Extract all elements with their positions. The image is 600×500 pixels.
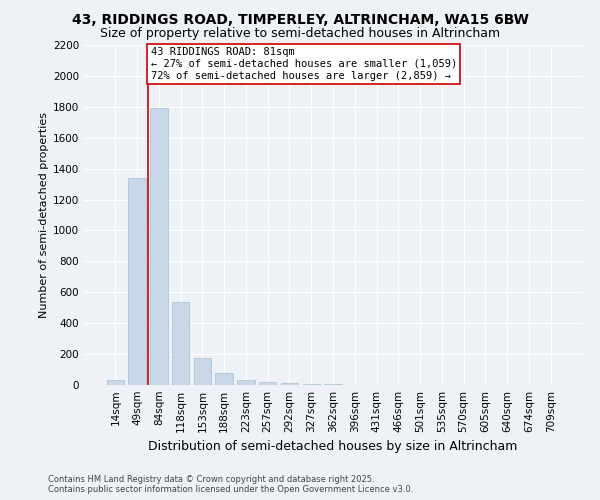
Bar: [194, 358, 211, 385]
Bar: [128, 178, 146, 385]
Text: 43 RIDDINGS ROAD: 81sqm
← 27% of semi-detached houses are smaller (1,059)
72% of: 43 RIDDINGS ROAD: 81sqm ← 27% of semi-de…: [151, 48, 457, 80]
X-axis label: Distribution of semi-detached houses by size in Altrincham: Distribution of semi-detached houses by …: [148, 440, 518, 454]
Text: 43, RIDDINGS ROAD, TIMPERLEY, ALTRINCHAM, WA15 6BW: 43, RIDDINGS ROAD, TIMPERLEY, ALTRINCHAM…: [71, 12, 529, 26]
Bar: [150, 108, 167, 385]
Bar: [172, 302, 190, 385]
Bar: [259, 382, 277, 385]
Bar: [237, 380, 254, 385]
Text: Size of property relative to semi-detached houses in Altrincham: Size of property relative to semi-detach…: [100, 28, 500, 40]
Bar: [324, 384, 342, 385]
Bar: [215, 372, 233, 385]
Bar: [302, 384, 320, 385]
Bar: [281, 382, 298, 385]
Text: Contains HM Land Registry data © Crown copyright and database right 2025.
Contai: Contains HM Land Registry data © Crown c…: [48, 474, 413, 494]
Y-axis label: Number of semi-detached properties: Number of semi-detached properties: [39, 112, 49, 318]
Bar: [107, 380, 124, 385]
